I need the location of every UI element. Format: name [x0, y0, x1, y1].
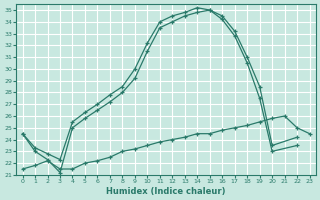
X-axis label: Humidex (Indice chaleur): Humidex (Indice chaleur) — [106, 187, 226, 196]
